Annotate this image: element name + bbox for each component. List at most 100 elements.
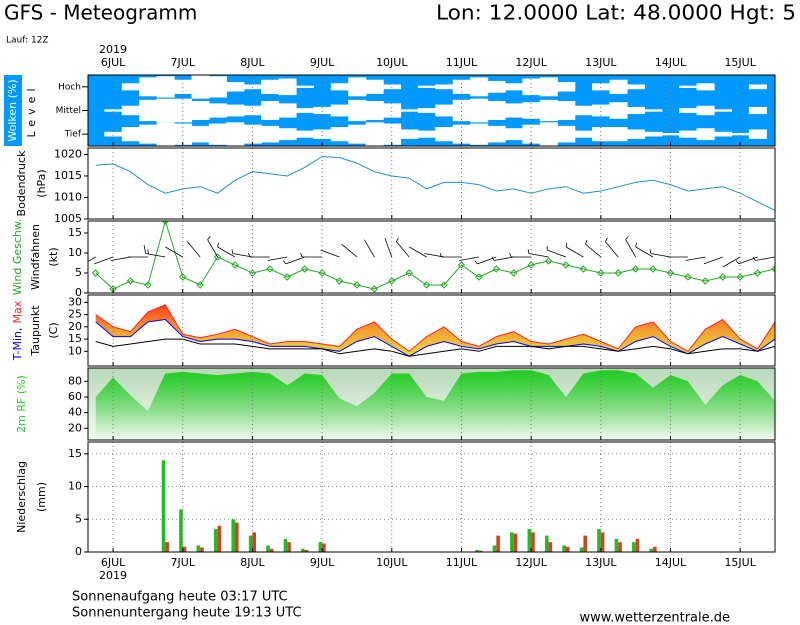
bar xyxy=(231,519,236,552)
cloud-cell xyxy=(330,127,349,142)
cloud-cell xyxy=(505,83,524,91)
bar xyxy=(544,535,549,552)
x-tick-label: 8JUL xyxy=(240,56,265,69)
cloud-cell xyxy=(731,132,750,136)
y-axis-title: Bodendruck xyxy=(15,150,28,217)
area xyxy=(95,370,775,440)
marker xyxy=(579,265,588,273)
y-tick-label: 20 xyxy=(68,421,82,434)
marker xyxy=(753,269,762,277)
wind-barb xyxy=(165,246,183,258)
cloud-cell xyxy=(748,106,767,115)
bar xyxy=(179,509,183,552)
cloud-cell xyxy=(383,84,402,90)
cloud-cell xyxy=(243,124,262,144)
bar xyxy=(562,545,566,552)
marker xyxy=(196,281,204,289)
x-tick-label: 12JUL xyxy=(515,56,547,69)
bar xyxy=(304,550,309,552)
cloud-cell xyxy=(696,83,715,91)
marker xyxy=(388,277,396,285)
x-tick-label: 6JUL xyxy=(101,56,126,69)
y-axis-title: Level xyxy=(25,83,38,137)
bar xyxy=(200,547,204,552)
y-tick-label: 1015 xyxy=(54,169,82,182)
x-tick-label: 14JUL xyxy=(655,56,687,69)
cloud-cell xyxy=(156,76,175,98)
marker xyxy=(422,281,431,289)
wind-barb xyxy=(685,256,706,261)
y-tick-label: 5 xyxy=(75,266,82,279)
legend-line: T-Min, Max xyxy=(11,300,24,361)
wind-barb xyxy=(439,252,462,258)
cloud-cell xyxy=(452,79,471,94)
x-tick-label: 8JUL xyxy=(240,556,265,569)
y-tick-label: 10 xyxy=(68,480,82,493)
x-tick-label: 14JUL xyxy=(655,556,687,569)
wind-barb xyxy=(509,252,532,258)
cloud-cell xyxy=(313,106,332,115)
cloud-cell xyxy=(365,122,384,146)
marker xyxy=(631,265,640,273)
bar xyxy=(653,546,657,552)
legend-entry: Taupunkt xyxy=(29,305,42,357)
y-tick-label: 5 xyxy=(75,512,82,525)
marker xyxy=(649,265,657,273)
bar xyxy=(597,529,601,552)
marker xyxy=(213,253,222,261)
wind-barb xyxy=(459,256,479,261)
cloud-cell xyxy=(417,130,436,138)
bar xyxy=(496,535,500,552)
cloud-cell xyxy=(295,130,315,138)
cloud-cell xyxy=(748,129,767,139)
wind-barb xyxy=(247,252,270,258)
panel xyxy=(88,368,775,440)
wind-barb xyxy=(635,242,654,258)
title: GFS - Meteogramm xyxy=(4,1,197,25)
cloud-cell xyxy=(748,84,767,90)
bar xyxy=(322,543,326,552)
cloud-cell xyxy=(261,101,280,120)
cloud-cell xyxy=(365,101,384,120)
y-tick-label: 1005 xyxy=(54,212,82,225)
y-tick-label: 15 xyxy=(68,226,82,239)
cloud-cell xyxy=(487,80,506,93)
panel-frame xyxy=(87,220,776,294)
y-tick-label: 60 xyxy=(68,390,82,403)
x-tick-label: 13JUL xyxy=(585,56,617,69)
panel-frame xyxy=(87,294,776,367)
cloud-cell xyxy=(609,102,628,119)
marker xyxy=(440,281,448,289)
line xyxy=(95,221,775,290)
bar xyxy=(510,532,514,552)
bar xyxy=(161,460,166,552)
cloud-cell xyxy=(313,129,332,139)
sunset: Sonnenuntergang heute 19:13 UTC xyxy=(72,606,302,621)
bar xyxy=(618,542,622,552)
wind-barb xyxy=(282,256,305,265)
y-axis-title: Wolken (%) xyxy=(6,79,19,141)
bar xyxy=(632,542,636,552)
cloud-cell xyxy=(278,78,297,96)
bar xyxy=(579,547,584,552)
wind-barb xyxy=(207,236,218,258)
panel xyxy=(88,221,775,293)
run: Lauf: 12Z xyxy=(6,36,49,46)
cloud-cell xyxy=(383,103,402,118)
y-tick-label: 1010 xyxy=(54,190,82,203)
cloud-cell xyxy=(470,123,489,145)
wind-barb xyxy=(722,256,741,268)
panel xyxy=(95,304,775,357)
cloud-cell xyxy=(295,85,315,89)
cloud-cell xyxy=(226,122,245,146)
marker xyxy=(370,285,379,293)
cloud-cell xyxy=(121,105,140,116)
cloud-cell xyxy=(557,125,576,143)
wind-barb xyxy=(267,256,288,261)
x-tick-label: 15JUL xyxy=(724,56,756,69)
x-tick-label: 6JUL xyxy=(101,556,126,569)
cloud-cell xyxy=(121,83,140,91)
marker xyxy=(266,265,274,273)
cloud-cell xyxy=(417,108,436,113)
y-axis-unit: (kt) xyxy=(47,247,60,266)
